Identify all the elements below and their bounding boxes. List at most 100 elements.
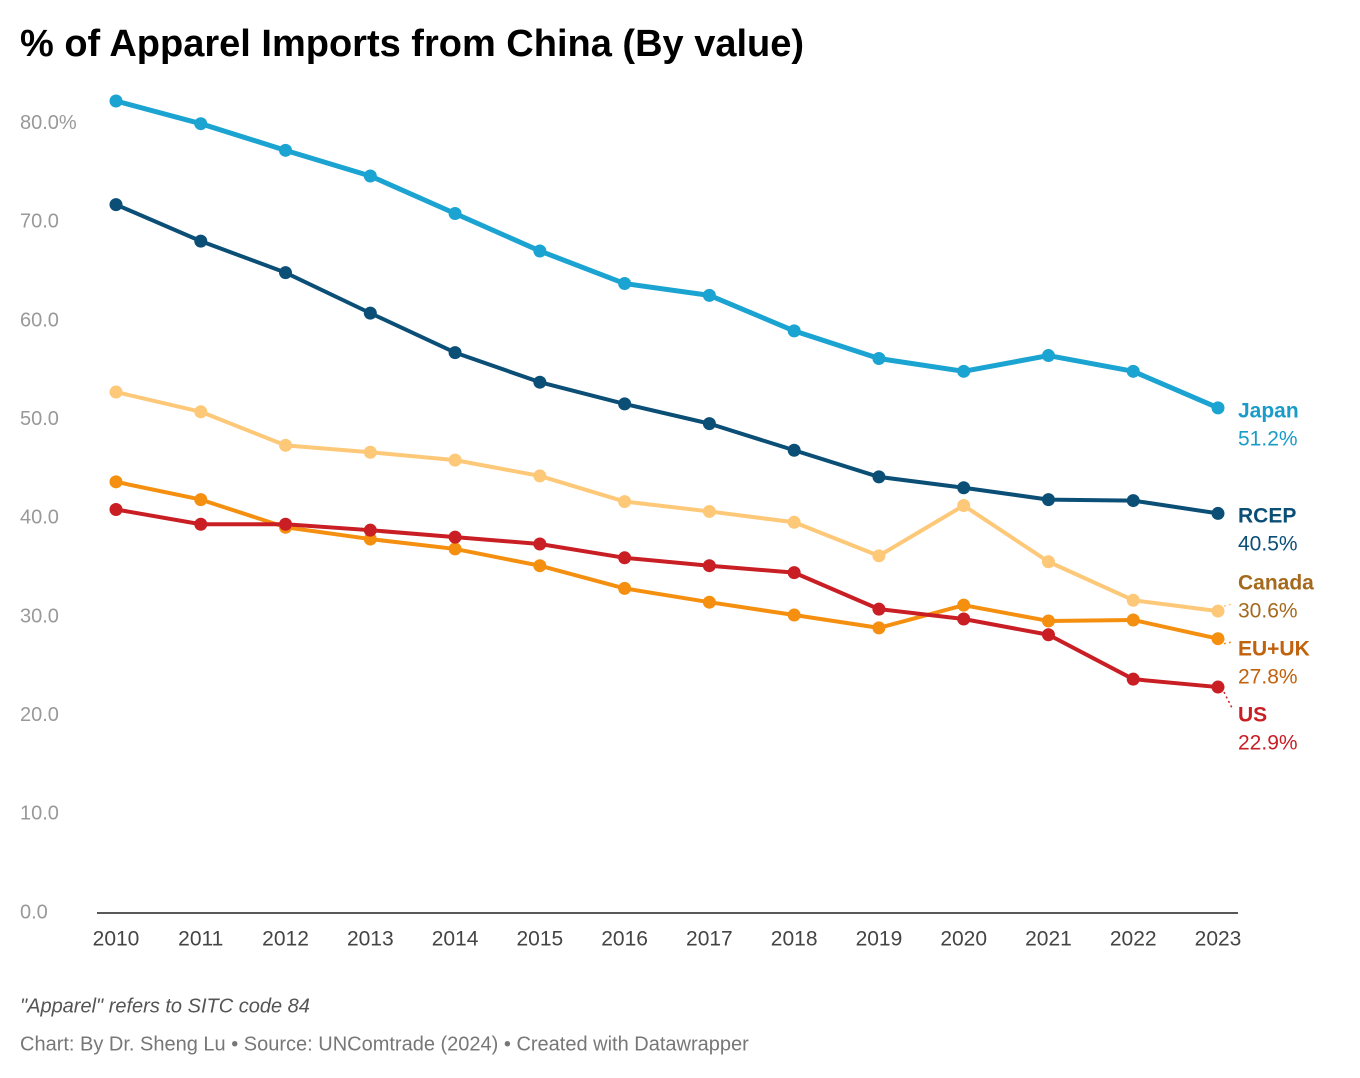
x-tick-label: 2015 [516,928,563,951]
label-connector [1223,691,1233,709]
point [1126,364,1140,378]
x-tick-label: 2012 [262,928,309,951]
point [618,551,632,565]
y-tick-label: 10.0 [20,803,59,825]
y-tick-label: 80.0% [20,112,77,134]
x-tick-label: 2021 [1025,928,1072,951]
point [872,621,886,635]
label-connector [1223,603,1233,607]
point [363,532,377,546]
series-line [115,202,1219,516]
point [194,234,208,248]
point [1211,604,1225,618]
point [194,517,208,531]
point [1126,672,1140,686]
point [448,542,462,556]
point [618,581,632,595]
value-label: 30.6% [1238,600,1298,623]
point [702,417,716,431]
label-connector [1223,641,1233,645]
y-tick-label: 70.0 [20,211,59,233]
point [194,405,208,419]
value-label: 51.2% [1238,428,1298,451]
point [1211,632,1225,646]
point [957,612,971,626]
x-tick-label: 2014 [432,928,479,951]
point [787,324,801,338]
point [194,117,208,131]
point [363,306,377,320]
point [363,169,377,183]
point [1211,680,1225,694]
point [363,523,377,537]
x-tick-label: 2018 [771,928,818,951]
point [533,559,547,573]
point [533,469,547,483]
x-tick-label: 2023 [1195,928,1242,951]
point [448,453,462,467]
point [702,559,716,573]
x-tick-label: 2019 [856,928,903,951]
point [957,364,971,378]
point [279,438,293,452]
series-label: RCEP [1238,505,1296,528]
point [787,566,801,580]
x-tick-label: 2011 [178,928,223,951]
point [1041,349,1055,363]
series-line [115,98,1219,411]
point [109,94,123,108]
point [957,499,971,513]
point [872,470,886,484]
point [279,517,293,531]
point [702,288,716,302]
series-label: EU+UK [1238,638,1310,661]
series-label: Canada [1238,572,1314,595]
point [787,608,801,622]
y-tick-label: 60.0 [20,309,59,331]
point [1041,628,1055,642]
point [1041,493,1055,507]
point [1126,613,1140,627]
x-tick-label: 2020 [940,928,987,951]
point [109,385,123,399]
point [533,244,547,258]
point [1126,494,1140,508]
point [787,515,801,529]
value-label: 22.9% [1238,732,1298,755]
footnote: "Apparel" refers to SITC code 84 [20,995,310,1017]
point [702,504,716,518]
chart-title: % of Apparel Imports from China (By valu… [20,23,804,65]
credit: Chart: By Dr. Sheng Lu • Source: UNComtr… [20,1033,749,1055]
point [957,598,971,612]
value-label: 27.8% [1238,666,1298,689]
point [872,352,886,366]
point [1211,506,1225,520]
x-tick-label: 2022 [1110,928,1157,951]
point [787,443,801,457]
point [1041,555,1055,569]
point [533,537,547,551]
point [109,198,123,212]
y-tick-label: 40.0 [20,507,59,529]
series-line [115,479,1219,641]
series-line [115,507,1219,690]
point [1211,401,1225,415]
y-tick-label: 30.0 [20,605,59,627]
point [279,143,293,157]
y-tick-label: 0.0 [20,901,48,923]
series-line [115,390,1219,614]
point [1041,614,1055,628]
point [872,549,886,563]
point [109,475,123,489]
point [448,206,462,220]
series-label: US [1238,704,1267,727]
point [448,346,462,360]
point [279,266,293,280]
x-tick-label: 2016 [601,928,648,951]
y-tick-label: 20.0 [20,704,59,726]
point [618,277,632,291]
point [109,502,123,516]
point [872,602,886,616]
value-label: 40.5% [1238,533,1298,556]
